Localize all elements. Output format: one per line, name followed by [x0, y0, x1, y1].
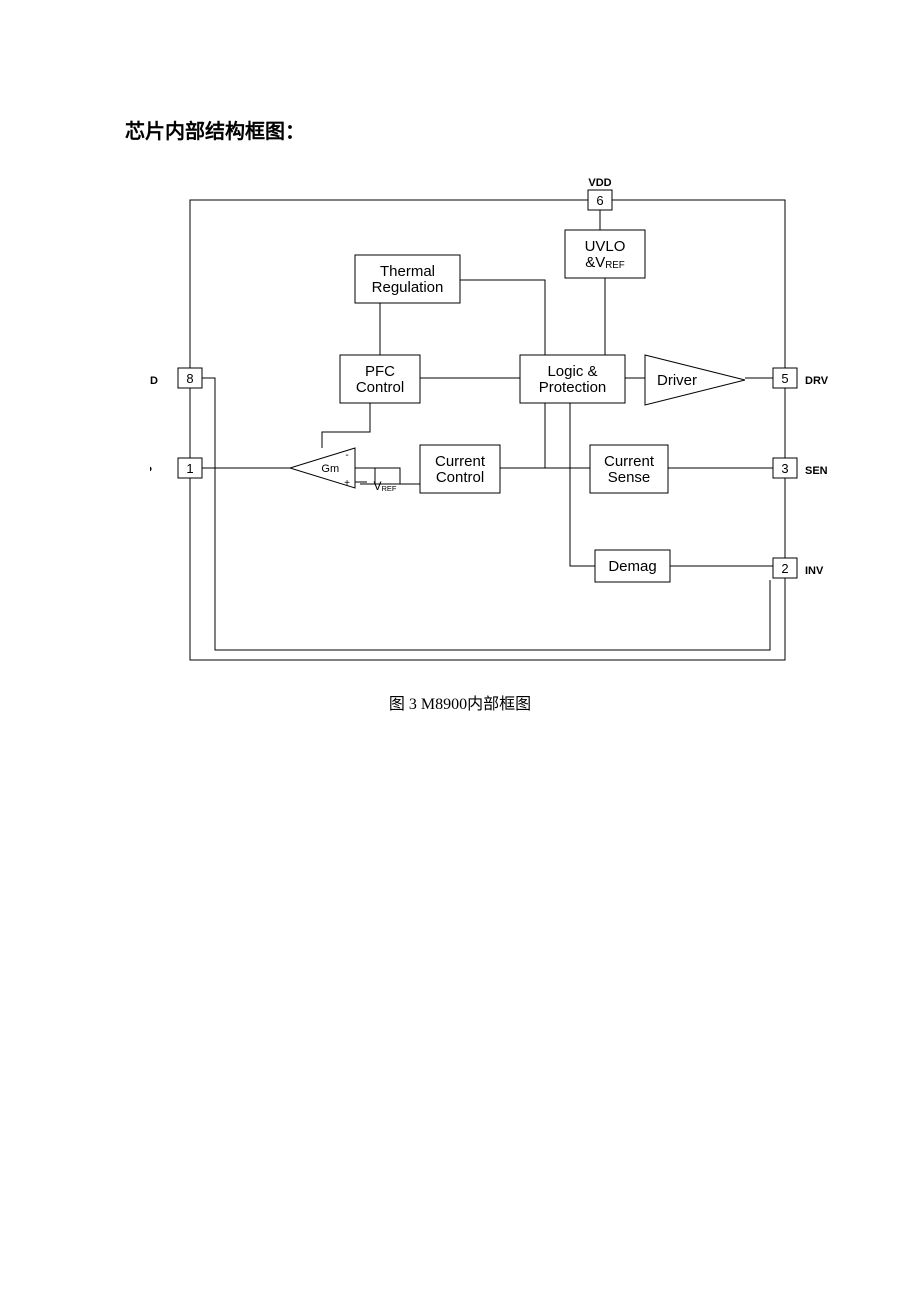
svg-text:GHD: GHD [150, 375, 158, 387]
svg-text:VREF: VREF [373, 479, 396, 493]
svg-text:DRV: DRV [805, 375, 829, 387]
svg-text:Demag: Demag [608, 558, 656, 575]
svg-text:Regulation: Regulation [372, 279, 444, 296]
svg-text:Current: Current [435, 453, 486, 470]
svg-text:Control: Control [356, 379, 404, 396]
figure-caption: 图 3 M8900内部框图 [0, 690, 920, 714]
svg-text:8: 8 [186, 371, 193, 386]
svg-text:+: + [344, 478, 350, 489]
block-diagram: 6 VDD 8 GHD 1 COMP 5 DRV 3 SEN 2 INV ThermalRegulati… [150, 170, 830, 670]
svg-text:1: 1 [186, 461, 193, 476]
svg-text:PFC: PFC [365, 363, 395, 380]
svg-text:Protection: Protection [539, 379, 607, 396]
svg-text:Driver: Driver [657, 372, 697, 389]
svg-text:Gm: Gm [321, 463, 339, 475]
svg-text:SEN: SEN [805, 465, 828, 477]
svg-text:Control: Control [436, 469, 484, 486]
svg-text:6: 6 [596, 193, 603, 208]
page-heading: 芯片内部结构框图： [125, 115, 305, 144]
svg-text:Current: Current [604, 453, 655, 470]
svg-text:5: 5 [781, 371, 788, 386]
svg-text:Thermal: Thermal [380, 263, 435, 280]
svg-text:INV: INV [805, 565, 824, 577]
svg-text:Sense: Sense [608, 469, 651, 486]
svg-text:VDD: VDD [588, 177, 611, 189]
svg-text:UVLO: UVLO [585, 238, 626, 255]
page: 芯片内部结构框图： 6 VDD 8 GHD 1 COMP 5 DRV 3 SEN 2 INV Therm… [0, 0, 920, 1302]
svg-text:3: 3 [781, 461, 788, 476]
svg-text:2: 2 [781, 561, 788, 576]
svg-text:COMP: COMP [150, 465, 152, 477]
svg-text:-: - [345, 450, 348, 461]
svg-text:Logic &: Logic & [547, 363, 597, 380]
